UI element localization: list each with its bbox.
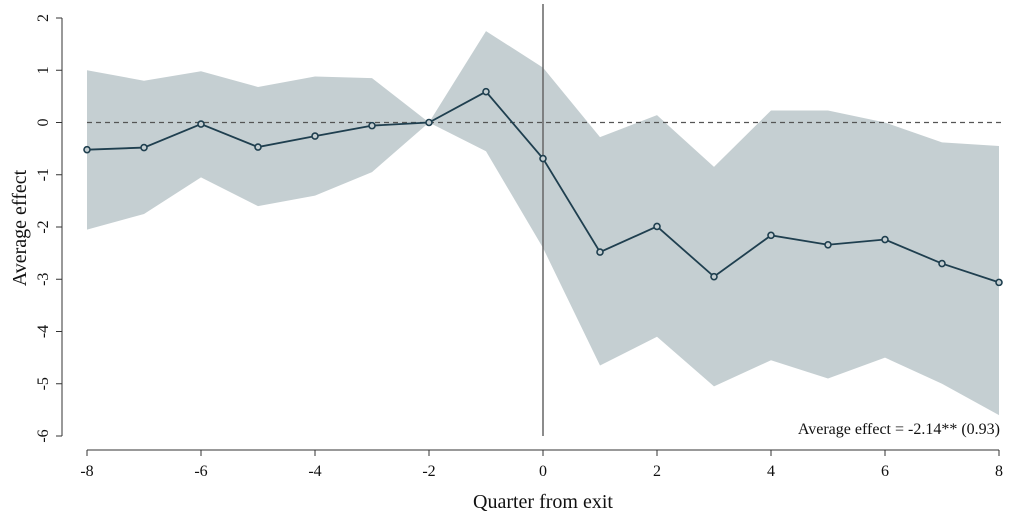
x-tick-label: -8 <box>80 463 93 480</box>
y-tick-label: 0 <box>35 119 52 127</box>
y-tick-label: 2 <box>35 14 52 22</box>
effect-point <box>653 222 661 231</box>
y-tick-label: -6 <box>35 429 52 442</box>
x-tick-label: -6 <box>194 463 207 480</box>
effect-point <box>83 145 91 154</box>
y-axis-title: Average effect <box>9 169 31 286</box>
average-effect-annotation: Average effect = -2.14** (0.93) <box>798 421 1000 438</box>
x-tick-label: 6 <box>881 463 889 480</box>
effect-point <box>311 132 319 140</box>
x-tick-label: -2 <box>422 463 435 480</box>
y-tick-label: -3 <box>35 273 52 286</box>
y-tick-label: -2 <box>35 220 52 233</box>
effect-point <box>425 118 433 127</box>
effect-point <box>596 248 604 256</box>
effect-point <box>824 240 832 249</box>
effect-point <box>197 120 205 128</box>
reference-lines-layer <box>87 4 1005 436</box>
x-tick-label: -4 <box>308 463 321 480</box>
effect-point <box>938 259 946 268</box>
effect-point <box>368 121 376 130</box>
y-tick-label: -5 <box>35 377 52 390</box>
effect-point <box>140 143 148 152</box>
effect-point <box>710 272 718 281</box>
axes-layer: -6 -5 -4 -3 -2 -1 0 1 2 -8 -6 -4 -2 0 2 4 6 8 <box>35 14 1003 480</box>
effect-point <box>767 231 775 240</box>
effect-point <box>995 278 1003 287</box>
x-tick-label: 4 <box>767 463 775 480</box>
effect-point <box>881 235 889 244</box>
y-tick-label: -1 <box>35 168 52 181</box>
y-tick-label: -4 <box>35 325 52 338</box>
effect-point <box>482 87 490 96</box>
x-tick-label: 8 <box>995 463 1003 480</box>
x-axis-title: Quarter from exit <box>473 491 613 513</box>
y-tick-label: 1 <box>35 66 52 74</box>
series-layer <box>83 87 1003 287</box>
x-tick-label: 2 <box>653 463 661 480</box>
effect-point <box>254 143 262 151</box>
effect-point <box>539 154 547 163</box>
x-tick-label: 0 <box>539 463 547 480</box>
